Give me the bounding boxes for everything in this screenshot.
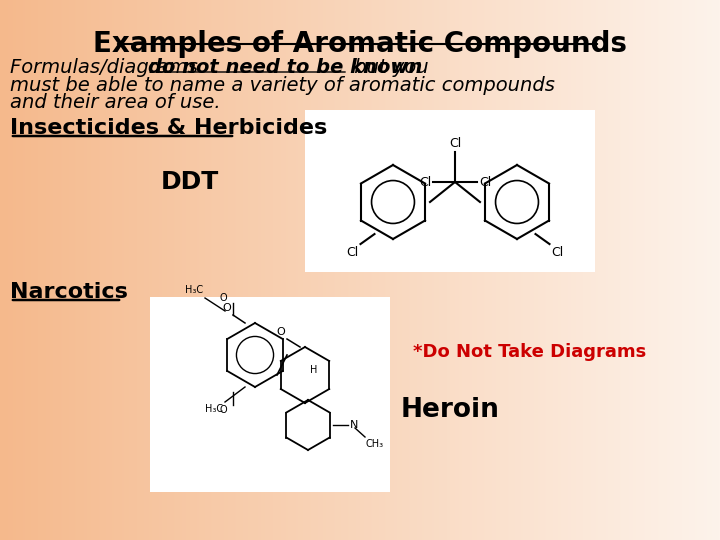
Text: and their area of use.: and their area of use. — [10, 93, 220, 112]
Text: Cl: Cl — [449, 137, 461, 150]
Text: Cl: Cl — [479, 176, 491, 188]
Text: CH₃: CH₃ — [366, 439, 384, 449]
FancyBboxPatch shape — [150, 297, 390, 492]
Text: Heroin: Heroin — [400, 397, 500, 423]
Text: Cl: Cl — [419, 176, 431, 188]
Text: Formulas/diagrams: Formulas/diagrams — [10, 58, 204, 77]
Text: must be able to name a variety of aromatic compounds: must be able to name a variety of aromat… — [10, 76, 555, 95]
Text: Narcotics: Narcotics — [10, 282, 128, 302]
Text: Cl: Cl — [346, 246, 359, 259]
Text: H₃C: H₃C — [185, 285, 203, 295]
FancyBboxPatch shape — [305, 110, 595, 272]
Text: Examples of Aromatic Compounds: Examples of Aromatic Compounds — [93, 30, 627, 58]
Text: but you: but you — [348, 58, 428, 77]
Text: O: O — [276, 327, 285, 337]
Text: O: O — [220, 293, 227, 303]
Text: *Do Not Take Diagrams: *Do Not Take Diagrams — [413, 343, 647, 361]
Text: Insecticides & Herbicides: Insecticides & Herbicides — [10, 118, 328, 138]
Text: N: N — [350, 420, 359, 430]
Text: O: O — [222, 303, 231, 313]
Text: H₃C: H₃C — [205, 404, 223, 414]
Text: O: O — [220, 405, 227, 415]
Text: H: H — [310, 365, 318, 375]
Text: DDT: DDT — [161, 170, 219, 194]
Text: do not need to be known: do not need to be known — [148, 58, 422, 77]
Text: Cl: Cl — [552, 246, 564, 259]
